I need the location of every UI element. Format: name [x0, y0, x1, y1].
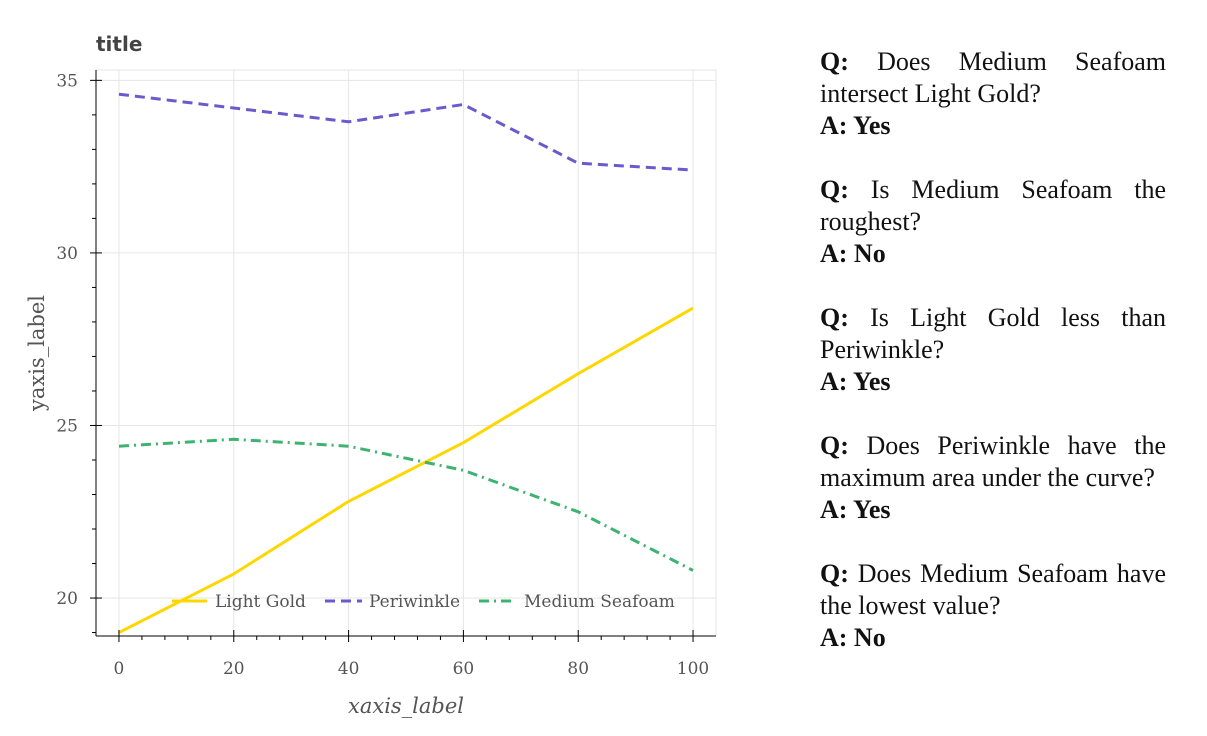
- qa-item: Q: Does Medium Seafoam have the lowest v…: [820, 558, 1166, 654]
- question-prefix: Q:: [820, 175, 849, 204]
- chart-title: title: [96, 32, 142, 56]
- question-prefix: Q:: [820, 559, 849, 588]
- series-line-light-gold: [118, 306, 694, 634]
- question: Q: Does Medium Seafoam intersect Light G…: [820, 46, 1166, 110]
- y-tick-label: 35: [56, 71, 78, 91]
- qa-item: Q: Does Medium Seafoam intersect Light G…: [820, 46, 1166, 142]
- y-axis-label: yaxis_label: [25, 295, 49, 412]
- legend-label: Light Gold: [215, 592, 306, 612]
- series-line-periwinkle: [118, 92, 694, 172]
- plot-frame: [95, 69, 717, 637]
- answer: A: Yes: [820, 495, 891, 524]
- question: Q: Does Periwinkle have the maximum area…: [820, 430, 1166, 494]
- question-text: Is Light Gold less than Periwinkle?: [820, 303, 1166, 364]
- question: Q: Is Medium Seafoam the roughest?: [820, 174, 1166, 238]
- legend-label: Medium Seafoam: [524, 592, 675, 612]
- question-text: Does Periwinkle have the maximum area un…: [820, 431, 1166, 492]
- question-prefix: Q:: [820, 431, 849, 460]
- y-tick-label: 25: [56, 416, 78, 436]
- qa-item: Q: Is Light Gold less than Periwinkle? A:…: [820, 302, 1166, 398]
- series-layer: [118, 92, 694, 634]
- x-tick-label: 0: [114, 659, 125, 679]
- question: Q: Does Medium Seafoam have the lowest v…: [820, 558, 1166, 622]
- question-text: Does Medium Seafoam intersect Light Gold…: [820, 47, 1166, 108]
- legend-label: Periwinkle: [369, 592, 460, 612]
- series-line-medium-seafoam: [118, 437, 694, 572]
- question-prefix: Q:: [820, 47, 849, 76]
- question-text: Is Medium Seafoam the roughest?: [820, 175, 1166, 236]
- legend: Light Gold Periwinkle Medium Seafoam: [172, 592, 675, 612]
- x-tick-label: 100: [677, 659, 709, 679]
- answer: A: Yes: [820, 367, 891, 396]
- x-tick-label: 20: [223, 659, 245, 679]
- line-chart: title 0 20 40 60 80 100 20 25 30 35 xaxis_label y…: [25, 32, 717, 718]
- question-prefix: Q:: [820, 303, 849, 332]
- y-tick-label: 20: [56, 589, 78, 609]
- y-tick-label: 30: [56, 244, 78, 264]
- qa-item: Q: Is Medium Seafoam the roughest? A: No: [820, 174, 1166, 270]
- answer: A: Yes: [820, 111, 891, 140]
- answer: A: No: [820, 623, 886, 652]
- x-axis-label: xaxis_label: [348, 694, 464, 718]
- axes: 0 20 40 60 80 100 20 25 30 35: [56, 70, 716, 679]
- x-tick-label: 80: [567, 659, 589, 679]
- x-tick-label: 40: [338, 659, 360, 679]
- question: Q: Is Light Gold less than Periwinkle?: [820, 302, 1166, 366]
- grid: [96, 70, 716, 636]
- qa-item: Q: Does Periwinkle have the maximum area…: [820, 430, 1166, 526]
- qa-panel: Q: Does Medium Seafoam intersect Light G…: [820, 46, 1166, 686]
- answer: A: No: [820, 239, 886, 268]
- x-tick-label: 60: [453, 659, 475, 679]
- question-text: Does Medium Seafoam have the lowest valu…: [820, 559, 1166, 620]
